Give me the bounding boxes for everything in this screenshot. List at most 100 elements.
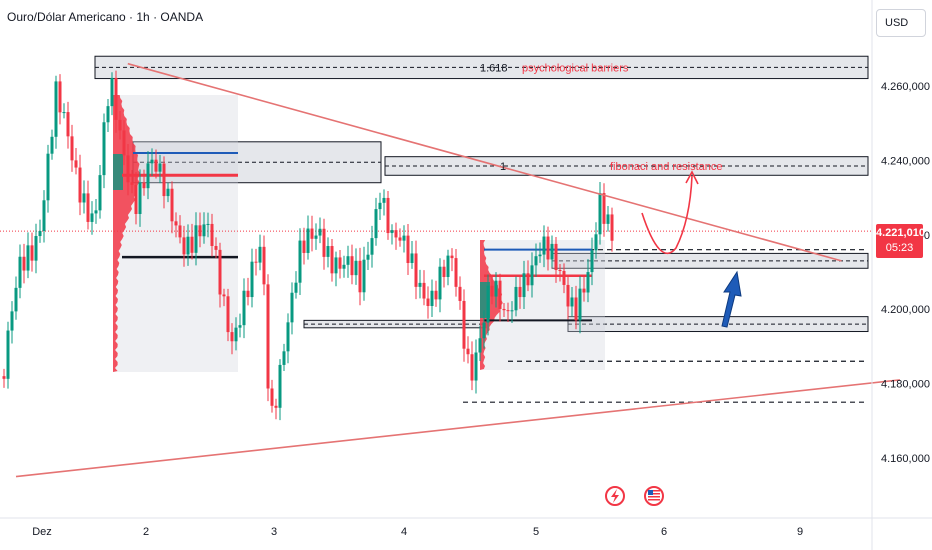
candle-body (278, 364, 282, 408)
candle-body (166, 188, 170, 197)
candle-body (530, 265, 534, 286)
candle-body (202, 224, 206, 237)
candle-body (34, 236, 38, 261)
candle-body (314, 235, 318, 239)
candle-body (410, 253, 414, 264)
candle-body (602, 193, 606, 224)
candle-body (30, 245, 34, 261)
candle-body (62, 112, 66, 114)
candle-body (430, 290, 434, 306)
x-tick-label: 9 (797, 526, 803, 538)
countdown: 05:23 (885, 242, 914, 254)
candle-body (394, 230, 398, 238)
y-tick-label: 4.180,000 (881, 379, 930, 391)
candle-body (346, 256, 350, 265)
zones-layer (94, 55, 869, 333)
candle-body (446, 255, 450, 278)
flag-stripe (648, 493, 660, 495)
candle-body (226, 296, 230, 333)
candle-body (174, 221, 178, 226)
candle-body (258, 246, 262, 263)
candle-body (134, 184, 138, 214)
lightning-glyph (611, 489, 619, 503)
profile-1-green (113, 154, 123, 190)
candle-body (198, 225, 202, 237)
candle-body (518, 286, 522, 298)
candle-body (370, 238, 374, 255)
candle-body (482, 322, 486, 339)
candle-body (498, 280, 502, 309)
candle-body (342, 264, 346, 269)
candle-body (6, 330, 10, 379)
candle-body (462, 300, 466, 349)
candle-body (550, 243, 554, 260)
time-axis: Dez 2 3 4 5 6 9 (32, 526, 803, 538)
candle-body (2, 376, 6, 379)
candle-body (82, 193, 86, 203)
x-tick-label: 4 (401, 526, 407, 538)
chart-title: Ouro/Dólar Americano · 1h · OANDA (7, 10, 204, 24)
trendlines-layer (15, 62, 901, 478)
candle-body (182, 237, 186, 255)
candle-body (214, 245, 218, 250)
candle-body (426, 298, 430, 306)
candle-body (470, 354, 474, 381)
candle-body (106, 106, 110, 123)
candle-body (362, 259, 366, 293)
candle-body (10, 311, 14, 331)
candle-body (194, 225, 198, 253)
candle-body (610, 214, 614, 241)
x-tick-label: 6 (661, 526, 667, 538)
candle-body (594, 234, 598, 251)
candle-body (582, 288, 586, 293)
candle-body (22, 256, 26, 271)
candle-body (50, 136, 54, 154)
candle-body (142, 182, 146, 189)
candle-body (322, 228, 326, 257)
candle-body (270, 388, 274, 406)
candle-body (186, 236, 190, 255)
candles-layer (2, 70, 614, 421)
candle-body (378, 202, 382, 210)
candle-body (162, 163, 166, 197)
candle-body (310, 228, 314, 239)
candle-body (130, 182, 134, 185)
candle-body (398, 237, 402, 241)
candle-body (598, 193, 602, 235)
x-tick-label: 5 (533, 526, 539, 538)
candle-body (514, 286, 518, 311)
candle-body (26, 245, 30, 271)
candle-body (114, 77, 118, 120)
trendline-descending (127, 62, 842, 262)
x-tick-label: 3 (271, 526, 277, 538)
candle-body (90, 213, 94, 222)
candle-body (170, 188, 174, 222)
candle-body (474, 352, 478, 381)
projection-arrowhead (685, 170, 699, 185)
candle-body (558, 270, 562, 272)
candle-body (94, 210, 98, 214)
currency-button[interactable]: USD (876, 9, 926, 37)
candle-body (590, 250, 594, 273)
candle-body (210, 223, 214, 246)
candle-body (286, 322, 290, 352)
candle-body (334, 257, 338, 274)
candle-body (146, 163, 150, 189)
candle-body (566, 284, 570, 307)
candle-body (450, 255, 454, 259)
candle-body (298, 240, 302, 283)
candle-body (218, 249, 222, 295)
y-tick-label: 4.240,000 (881, 155, 930, 167)
candle-body (522, 273, 526, 298)
candle-body (434, 290, 438, 300)
candle-body (70, 136, 74, 161)
candle-body (574, 297, 578, 321)
candle-body (46, 153, 50, 201)
flag-stripe (648, 499, 660, 501)
candle-body (42, 200, 46, 231)
candle-body (538, 254, 542, 257)
candle-body (358, 260, 362, 293)
candle-body (14, 287, 18, 312)
candle-body (122, 130, 126, 156)
